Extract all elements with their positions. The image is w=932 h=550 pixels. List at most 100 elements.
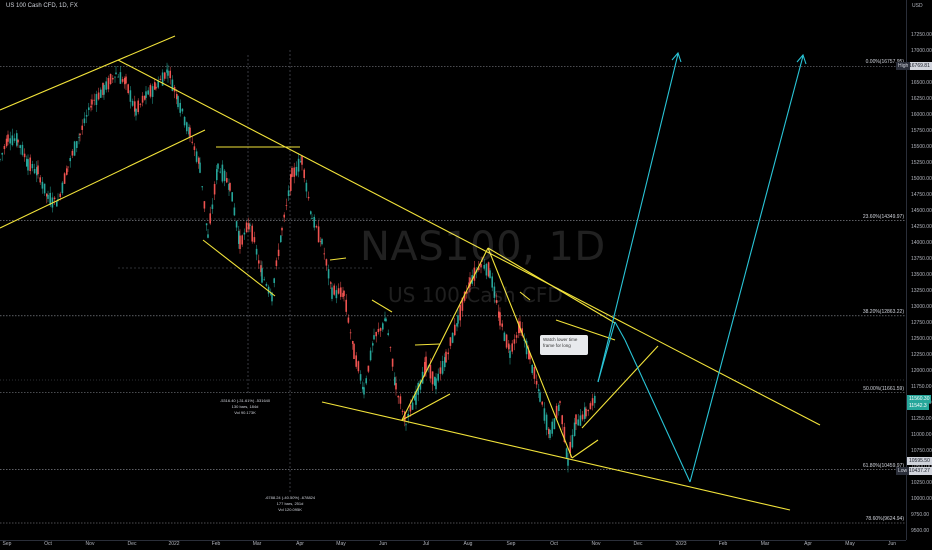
candle-body: [226, 178, 228, 183]
candle-body: [229, 182, 231, 191]
candle-body: [7, 134, 9, 142]
price-tick: 16500.00: [911, 80, 932, 86]
candle-body: [501, 323, 503, 327]
candle-body: [513, 339, 516, 344]
time-axis-border: [0, 540, 906, 541]
candle-body: [579, 415, 582, 426]
candle-body: [248, 223, 250, 230]
candle-body: [43, 183, 46, 194]
candle-body: [528, 350, 530, 360]
trendline: [487, 247, 616, 324]
candle-body: [353, 343, 355, 360]
candle-body: [535, 380, 538, 385]
candle-body: [78, 137, 80, 139]
candle-body: [297, 158, 300, 172]
candle-body: [285, 205, 288, 206]
candle-body: [209, 213, 211, 224]
time-tick: Mar: [760, 541, 770, 547]
candle-body: [37, 165, 39, 175]
candle-body: [19, 145, 21, 148]
candle-body: [518, 321, 520, 334]
candle-body: [293, 167, 295, 177]
candle-body: [565, 448, 568, 458]
candle-body: [117, 76, 119, 78]
candle-body: [199, 162, 201, 173]
candle-body: [330, 282, 332, 284]
candle-body: [141, 95, 144, 103]
price-label-tag: High: [896, 61, 911, 70]
candle-body: [303, 169, 305, 178]
candle-body: [273, 278, 275, 283]
price-tick: 15000.00: [911, 176, 932, 182]
price-tick: 14500.00: [911, 208, 932, 214]
candle-body: [11, 135, 14, 146]
candle-body: [81, 125, 83, 130]
candle-body: [508, 343, 510, 350]
candle-body: [287, 190, 290, 197]
candle-body: [511, 343, 513, 352]
time-tick: Oct: [550, 541, 558, 547]
measurement-2-change: -6788.24 (-40.50%) -678824: [264, 495, 316, 500]
candle-body: [342, 292, 344, 298]
trendline: [401, 393, 451, 421]
candle-body: [115, 72, 117, 75]
measurement-1-change: -5316.40 (-31.61%) -531640: [219, 398, 271, 403]
candle-body: [66, 168, 68, 175]
candle-body: [389, 346, 392, 348]
chart-note[interactable]: Watch lower time frame for long: [540, 335, 588, 355]
candle-body: [147, 90, 149, 95]
fib-level-label: 50.00%(11661.59): [863, 385, 904, 392]
candle-body: [255, 248, 258, 255]
candle-body: [249, 224, 251, 226]
candle-body: [275, 260, 278, 266]
candle-body: [439, 367, 442, 374]
candle-body: [549, 430, 551, 438]
candle-body: [558, 404, 560, 412]
candle-body: [489, 270, 491, 279]
time-tick: Jun: [378, 541, 388, 547]
candle-body: [414, 395, 416, 401]
candle-body: [384, 318, 386, 322]
candle-body: [307, 196, 310, 199]
candle-body: [404, 411, 406, 421]
trendline: [487, 247, 573, 459]
candle-body: [575, 414, 577, 425]
candle-body: [271, 292, 273, 302]
candle-body: [424, 362, 426, 376]
candle-body: [93, 99, 95, 101]
candle-body: [429, 364, 432, 379]
candle-body: [83, 118, 86, 124]
fib-level-label: 38.20%(12863.22): [862, 308, 904, 315]
price-tick: 12500.00: [911, 336, 932, 342]
price-tick: 13750.00: [911, 256, 932, 262]
candle-body: [127, 84, 129, 94]
price-tick: 11250.00: [911, 416, 932, 422]
price-tick: 13250.00: [911, 288, 932, 294]
candle-body: [463, 291, 466, 301]
candle-body: [129, 90, 132, 102]
measurement-1-volume: Vol 90.173K: [234, 410, 256, 415]
candle-body: [594, 395, 596, 404]
candle-body: [258, 260, 260, 264]
candle-body: [310, 211, 312, 214]
price-tick: 14750.00: [911, 192, 932, 198]
candle-body: [154, 82, 156, 90]
candle-body: [41, 181, 44, 189]
candle-body: [53, 197, 56, 200]
candle-body: [456, 323, 458, 327]
candle-body: [345, 299, 347, 312]
candle-body: [369, 350, 372, 361]
candle-body: [290, 174, 292, 191]
candle-body: [21, 144, 24, 155]
candle-body: [181, 108, 184, 112]
price-tick: 12000.00: [911, 368, 932, 374]
candle-body: [587, 409, 589, 412]
candle-body: [155, 86, 157, 89]
time-tick: Jul: [422, 541, 430, 547]
time-tick: Dec: [633, 541, 643, 547]
candle-body: [379, 328, 382, 331]
candle-body: [228, 183, 230, 190]
candle-body: [343, 290, 345, 296]
watermark-symbol: NAS100, 1D: [360, 224, 606, 270]
